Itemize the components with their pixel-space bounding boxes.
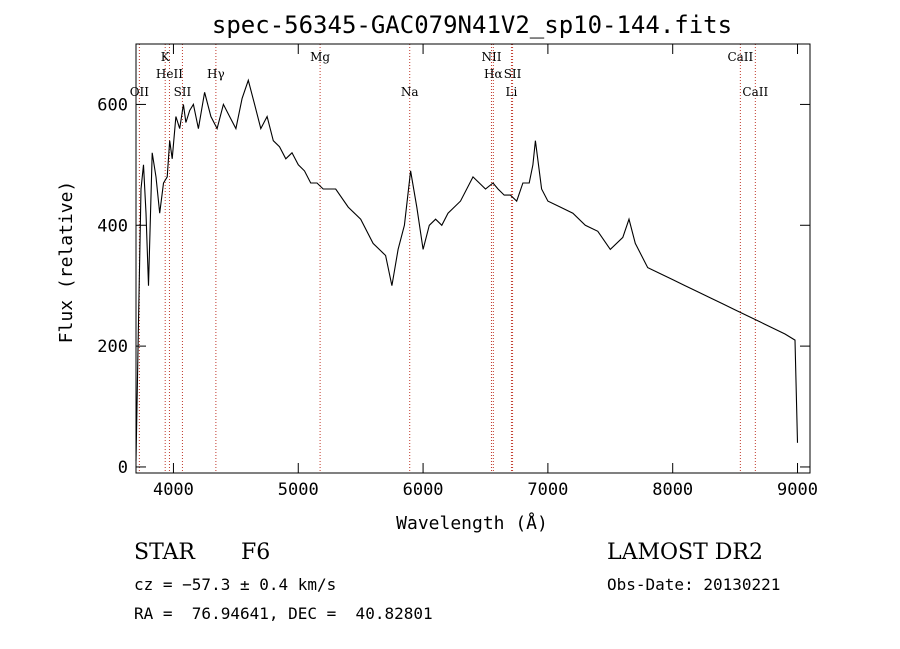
marker-label-0: OII <box>130 85 150 99</box>
x-tick-label-5: 9000 <box>777 480 818 500</box>
plot-frame <box>135 43 811 474</box>
observation-date: Obs-Date: 20130221 <box>607 575 781 594</box>
marker-label-12: CaII <box>742 85 768 99</box>
chart-title: spec-56345-GAC079N41V2_sp10-144.fits <box>212 11 732 39</box>
x-axis-ticks: 4000 5000 6000 7000 8000 9000 <box>153 44 818 500</box>
marker-label-7: NII <box>481 50 501 64</box>
marker-label-11: CaII <box>727 50 753 64</box>
spectral-subclass: F6 <box>241 540 271 565</box>
marker-label-4: Hγ <box>207 67 225 81</box>
x-tick-label-0: 4000 <box>153 480 194 500</box>
x-tick-label-4: 8000 <box>652 480 693 500</box>
x-tick-label-1: 5000 <box>278 480 319 500</box>
marker-label-3: SII <box>174 85 192 99</box>
x-tick-label-2: 6000 <box>403 480 444 500</box>
redshift-velocity: cz = −57.3 ± 0.4 km/s <box>134 575 337 594</box>
coordinates: RA = 76.94641, DEC = 40.82801 <box>134 604 433 623</box>
x-tick-label-3: 7000 <box>527 480 568 500</box>
marker-label-2: HeII <box>156 67 183 81</box>
marker-label-10: Li <box>506 85 518 99</box>
y-tick-label-3: 600 <box>97 95 128 115</box>
survey-name: LAMOST DR2 <box>607 540 763 565</box>
y-axis-label: Flux (relative) <box>56 181 77 344</box>
marker-label-8: Hα <box>484 67 503 81</box>
marker-label-5: Mg <box>310 50 330 64</box>
spectrum-line-0 <box>135 78 799 461</box>
x-axis-label: Wavelength (Å) <box>396 512 548 534</box>
marker-label-1: K <box>161 50 171 64</box>
marker-label-6: Na <box>401 85 419 99</box>
y-tick-label-1: 200 <box>97 337 128 357</box>
marker-label-9: SII <box>504 67 522 81</box>
y-axis-ticks: 0 200 400 600 <box>97 95 810 478</box>
object-type: STAR <box>134 540 195 565</box>
y-tick-label-0: 0 <box>118 458 128 478</box>
spectrum-series <box>135 78 799 461</box>
y-tick-label-2: 400 <box>97 216 128 236</box>
